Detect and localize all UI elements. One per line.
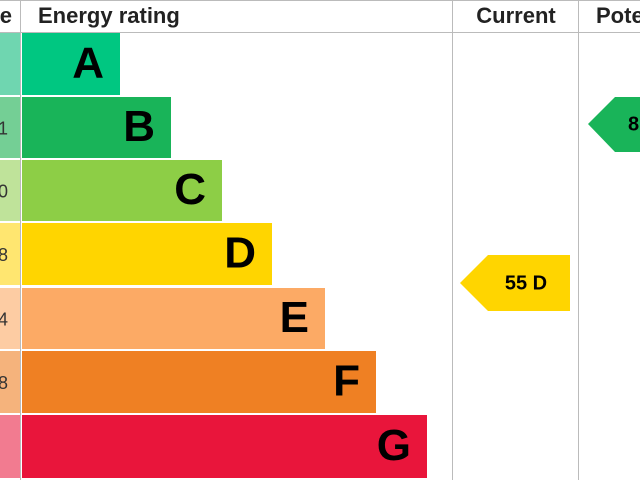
rating-bar bbox=[22, 160, 222, 221]
score-cell bbox=[0, 33, 20, 95]
score-cell bbox=[0, 160, 20, 221]
rating-bar bbox=[22, 351, 376, 413]
current-header: Current bbox=[476, 3, 556, 28]
rating-letter: D bbox=[224, 229, 256, 278]
rating-letter: B bbox=[123, 102, 155, 151]
rating-header: Energy rating bbox=[38, 3, 180, 28]
score-range: 8 bbox=[0, 373, 8, 393]
rating-bar bbox=[22, 33, 120, 95]
score-range: 0 bbox=[0, 181, 8, 201]
score-cell bbox=[0, 97, 20, 158]
score-cell bbox=[0, 351, 20, 413]
rating-letter: C bbox=[174, 165, 206, 214]
rating-letter: F bbox=[333, 357, 360, 406]
rating-letter: A bbox=[72, 39, 104, 88]
score-header: e bbox=[0, 3, 12, 28]
score-range: 4 bbox=[0, 309, 8, 329]
rating-bar bbox=[22, 97, 171, 158]
potential-header: Pote bbox=[596, 3, 640, 28]
potential-arrow bbox=[588, 97, 640, 152]
rating-letter: G bbox=[377, 421, 411, 470]
rating-bar bbox=[22, 223, 272, 285]
potential-label: 8 bbox=[628, 113, 639, 135]
rating-letter: E bbox=[280, 293, 309, 342]
score-cell bbox=[0, 415, 20, 478]
score-cell bbox=[0, 288, 20, 349]
rating-rows: A 1 B 0 C 8 D 4 E 8 FG bbox=[0, 33, 427, 478]
score-cell bbox=[0, 223, 20, 285]
score-range: 1 bbox=[0, 118, 8, 138]
score-range: 8 bbox=[0, 245, 8, 265]
current-arrow bbox=[460, 255, 570, 311]
current-label: 55 D bbox=[505, 272, 547, 294]
rating-bar bbox=[22, 415, 427, 478]
rating-bar bbox=[22, 288, 325, 349]
